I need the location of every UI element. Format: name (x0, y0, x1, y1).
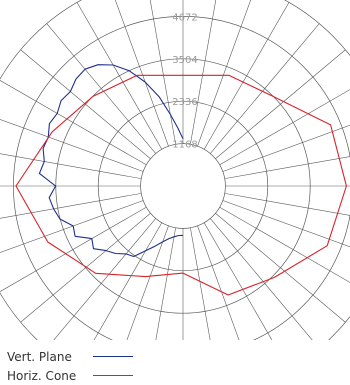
ring-label: 4672 (172, 12, 197, 23)
legend-swatch (93, 375, 133, 376)
grid-ring (140, 143, 226, 229)
grid-spoke (149, 0, 176, 145)
grid-ring (13, 16, 350, 340)
grid-spoke (0, 153, 142, 179)
grid-spoke (0, 200, 144, 253)
ring-label: 2336 (172, 97, 197, 108)
grid-spoke (93, 222, 163, 340)
legend-label: Horiz. Cone (7, 368, 77, 383)
legend-item-vert-plane: Vert. Plane (7, 347, 133, 366)
grid-spoke (203, 222, 273, 340)
ring-label: 3504 (172, 55, 197, 66)
series-layer (15, 64, 347, 296)
grid-spoke (197, 225, 240, 340)
grid-rings (0, 0, 350, 340)
grid-spoke (53, 218, 156, 340)
legend: Vert. Plane Horiz. Cone (7, 347, 133, 385)
series-line-horiz-cone (15, 74, 347, 296)
grid-spoke (222, 124, 350, 172)
grid-spoke (0, 119, 144, 172)
series-line-vert-plane (38, 64, 184, 258)
grid-spoke (210, 218, 313, 340)
grid-ring (0, 0, 350, 340)
polar-chart: 1168 2336 3504 4672 (0, 0, 350, 340)
grid-spoke (222, 200, 350, 248)
grid-spokes (0, 0, 350, 340)
ring-labels: 1168 2336 3504 4672 (172, 12, 197, 150)
ring-label: 1168 (172, 140, 197, 151)
grid-spoke (155, 227, 176, 340)
legend-label: Vert. Plane (7, 349, 72, 364)
legend-swatch (93, 356, 133, 357)
legend-item-horiz-cone: Horiz. Cone (7, 366, 133, 385)
grid-ring (97, 100, 269, 272)
grid-spoke (0, 193, 142, 219)
